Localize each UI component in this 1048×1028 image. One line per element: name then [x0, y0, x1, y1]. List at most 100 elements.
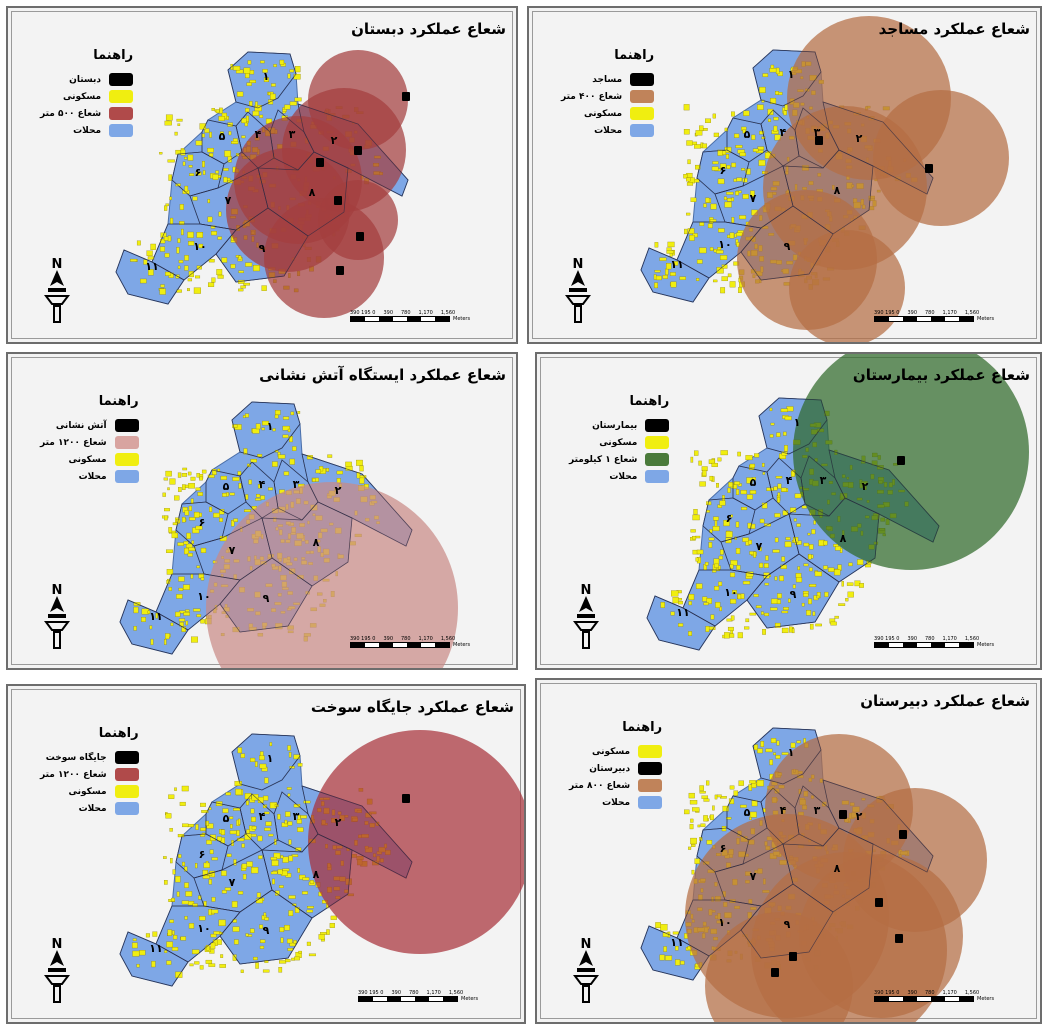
north-arrow-icon: N — [42, 936, 72, 1010]
legend-label: مسکونی — [68, 787, 106, 797]
district-label: ۹ — [259, 242, 266, 255]
facility-marker — [925, 164, 933, 173]
legend-swatch — [109, 124, 133, 137]
legend-swatch — [115, 785, 139, 798]
legend: راهنما آتش نشانی شعاع ۱۲۰۰ متر مسکونی محلات — [40, 394, 139, 485]
legend-item: مسکونی — [569, 434, 669, 451]
facility-marker — [771, 968, 779, 977]
district-label: ۶ — [720, 164, 727, 177]
district-label: ۹ — [784, 240, 791, 253]
scale-unit: Meters — [977, 996, 994, 1002]
legend-label: شعاع ۱۲۰۰ متر — [40, 770, 107, 780]
legend-item: محلات — [40, 800, 139, 817]
legend-swatch — [645, 470, 669, 483]
facility-marker — [897, 456, 905, 465]
scale-bar-graphic — [358, 996, 458, 1002]
legend-swatch — [630, 90, 654, 103]
legend-label: شعاع ۱ کیلومتر — [569, 455, 637, 465]
scale-bar-graphic — [350, 316, 450, 322]
district-label: ۱۰ — [724, 586, 737, 599]
scale-bar: 390 195 0 390 780 1,170 1,560 Meters — [874, 636, 994, 648]
district-label: ۱۱ — [145, 260, 158, 273]
district-label: ۵ — [750, 476, 757, 489]
legend-item: محلات — [40, 468, 139, 485]
legend-item: محلات — [569, 468, 669, 485]
svg-text:N: N — [581, 937, 592, 952]
legend-label: محلات — [79, 472, 107, 482]
scale-unit: Meters — [453, 316, 470, 322]
service-radius-buffer — [308, 730, 526, 954]
legend-item: دبستان — [40, 71, 133, 88]
legend-item: مسکونی — [40, 783, 139, 800]
legend-swatch — [630, 124, 654, 137]
facility-marker — [899, 830, 907, 839]
legend-item: شعاع ۱ کیلومتر — [569, 451, 669, 468]
district-label: ۴ — [255, 128, 262, 141]
legend-label: محلات — [79, 804, 107, 814]
district-label: ۱۰ — [718, 916, 731, 929]
legend-label: مسکونی — [63, 92, 101, 102]
district-label: ۲ — [335, 484, 342, 497]
legend-label: محلات — [609, 472, 637, 482]
district-label: ۷ — [229, 544, 236, 557]
district-label: ۱۰ — [718, 238, 731, 251]
scale-bar: 390 195 0 390 780 1,170 1,560 Meters — [358, 990, 478, 1002]
district-label: ۹ — [790, 588, 797, 601]
district-label: ۱۱ — [676, 606, 689, 619]
legend-title: راهنما — [579, 720, 662, 735]
legend-item: شعاع ۵۰۰ متر — [40, 105, 133, 122]
district-label: ۱۰ — [197, 590, 210, 603]
district-label: ۱ — [267, 420, 274, 433]
district-label: ۱ — [794, 416, 801, 429]
legend-item: آتش نشانی — [40, 417, 139, 434]
facility-marker — [402, 92, 410, 101]
scale-bar-graphic — [874, 316, 974, 322]
legend-swatch — [645, 419, 669, 432]
map-panel: ۱ ۲ ۳ ۴ ۵ ۶ ۷ ۸ ۹ ۱۰ ۱۱ شعاع عملکرد مساجد راهنما مساج… — [527, 6, 1042, 344]
legend-title: راهنما — [50, 48, 133, 63]
district-label: ۵ — [223, 812, 230, 825]
north-arrow-icon: N — [571, 582, 601, 656]
district-label: ۱ — [788, 746, 795, 759]
legend-label: محلات — [602, 798, 630, 808]
scale-bar-graphic — [874, 996, 974, 1002]
legend-item: شعاع ۱۲۰۰ متر — [40, 766, 139, 783]
district-label: ۷ — [225, 194, 232, 207]
legend-item: محلات — [561, 122, 654, 139]
legend-label: دبستان — [69, 75, 101, 85]
district-label: ۳ — [814, 126, 821, 139]
legend-swatch — [115, 802, 139, 815]
svg-text:N: N — [52, 583, 63, 598]
legend-item: شعاع ۸۰۰ متر — [569, 777, 662, 794]
legend: راهنما بیمارستان مسکونی شعاع ۱ کیلومتر محلات — [569, 394, 669, 485]
district-label: ۷ — [750, 192, 757, 205]
map-panel: ۱ ۲ ۳ ۴ ۵ ۶ ۷ ۸ ۹ ۱۰ ۱۱ شعاع عملکرد بیمارستان راهنما… — [535, 352, 1042, 670]
legend: راهنما مساجد شعاع ۴۰۰ متر مسکونی محلات — [561, 48, 654, 139]
legend-item: دبیرستان — [569, 760, 662, 777]
district-label: ۲ — [335, 816, 342, 829]
district-label: ۴ — [780, 126, 787, 139]
facility-marker — [875, 898, 883, 907]
north-arrow-icon: N — [42, 582, 72, 656]
district-label: ۷ — [756, 540, 763, 553]
legend-title: راهنما — [579, 394, 669, 409]
district-label: ۳ — [293, 810, 300, 823]
scale-unit: Meters — [461, 996, 478, 1002]
scale-bar-graphic — [874, 642, 974, 648]
district-label: ۳ — [289, 128, 296, 141]
legend-title: راهنما — [50, 394, 139, 409]
district-label: ۸ — [313, 536, 320, 549]
district-label: ۱ — [788, 68, 795, 81]
district-label: ۶ — [726, 512, 733, 525]
district-label: ۱۱ — [149, 942, 162, 955]
scale-bar: 390 195 0 390 780 1,170 1,560 Meters — [350, 636, 470, 648]
district-label: ۱۱ — [670, 936, 683, 949]
facility-marker — [334, 196, 342, 205]
district-label: ۳ — [293, 478, 300, 491]
facility-marker — [336, 266, 344, 275]
legend: راهنما مسکونی دبیرستان شعاع ۸۰۰ متر محلات — [569, 720, 662, 811]
legend-swatch — [630, 73, 654, 86]
district-label: ۷ — [750, 870, 757, 883]
district-label: ۶ — [199, 848, 206, 861]
legend: راهنما جایگاه سوخت شعاع ۱۲۰۰ متر مسکونی محلا… — [40, 726, 139, 817]
